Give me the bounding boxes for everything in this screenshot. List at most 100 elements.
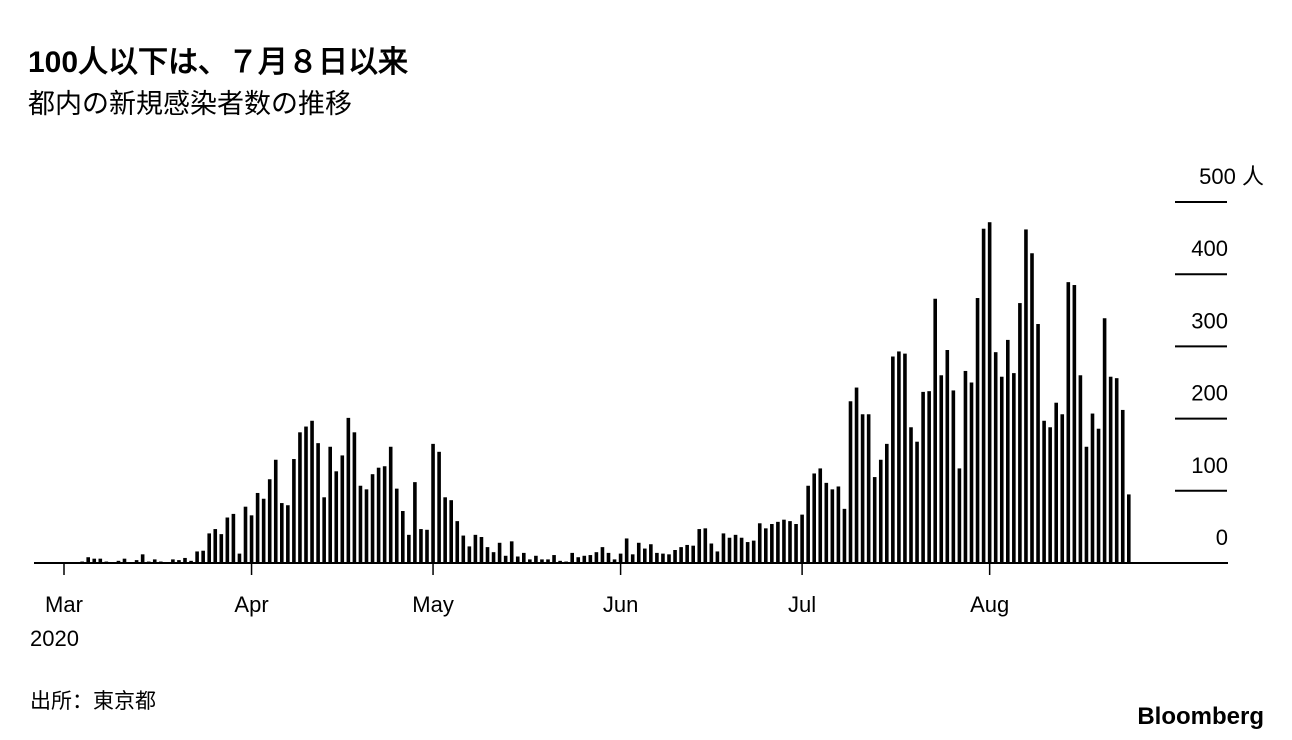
- bar: [624, 538, 629, 563]
- bar: [255, 492, 260, 563]
- bar: [600, 547, 605, 563]
- y-tick-label: 400: [1191, 236, 1228, 261]
- bar: [110, 562, 115, 563]
- bar: [667, 554, 671, 563]
- bar: [909, 427, 913, 563]
- bar: [534, 555, 538, 563]
- bar: [437, 451, 441, 563]
- bar: [286, 505, 290, 563]
- brand: Bloomberg: [1137, 703, 1264, 730]
- bar: [891, 356, 895, 563]
- bar: [558, 560, 562, 563]
- bar: [237, 553, 242, 563]
- bar: [818, 468, 823, 563]
- bar: [703, 528, 708, 563]
- y-tick-label: 200: [1191, 381, 1228, 406]
- bar: [1127, 494, 1131, 563]
- bar: [358, 485, 363, 563]
- bar: [606, 552, 611, 563]
- bar: [183, 557, 187, 563]
- bar: [915, 441, 919, 563]
- bar: [727, 537, 732, 563]
- bar: [643, 548, 647, 563]
- bar: [1018, 303, 1022, 563]
- bar: [479, 537, 484, 563]
- bar: [999, 376, 1004, 563]
- chart-title: 100人以下は、７月８日以来: [28, 46, 408, 79]
- bar: [1006, 339, 1010, 563]
- bar: [509, 541, 514, 563]
- x-tick-label: Jul: [788, 592, 816, 617]
- source: 出所：東京都: [30, 690, 156, 713]
- bar: [1054, 402, 1058, 563]
- bar: [322, 497, 326, 563]
- bar: [134, 560, 139, 563]
- y-tick-label: 0: [1216, 525, 1228, 550]
- bar: [80, 561, 84, 563]
- bar: [576, 557, 581, 563]
- bar: [407, 534, 411, 563]
- bar: [195, 551, 199, 563]
- bar: [709, 543, 714, 563]
- x-tick-label: May: [412, 592, 454, 617]
- bar: [636, 542, 641, 563]
- bar: [878, 459, 883, 563]
- bar: [370, 474, 375, 563]
- bar: [981, 228, 986, 564]
- x-tick-label: Aug: [970, 592, 1009, 617]
- bar: [673, 550, 677, 563]
- bar: [104, 561, 109, 563]
- bar: [249, 515, 254, 563]
- bar: [739, 537, 744, 563]
- bar: [921, 391, 925, 563]
- bar: [515, 556, 520, 563]
- bar: [757, 523, 762, 563]
- bar: [152, 559, 157, 563]
- bar: [975, 298, 980, 563]
- bar: [715, 551, 720, 563]
- bar: [721, 533, 726, 563]
- bar: [582, 555, 587, 563]
- bar: [733, 534, 738, 563]
- bar: [987, 222, 992, 563]
- bar: [431, 443, 435, 563]
- bar: [1090, 413, 1095, 563]
- bar: [697, 529, 702, 563]
- bar: [225, 517, 230, 563]
- bar: [969, 382, 974, 563]
- bar: [273, 459, 278, 563]
- bar: [68, 562, 72, 563]
- bar: [316, 443, 320, 563]
- y-tick-label: 100: [1191, 453, 1228, 478]
- bar: [612, 559, 617, 563]
- bar: [649, 544, 653, 563]
- bar: [885, 443, 889, 563]
- bar: [1066, 282, 1071, 563]
- bar: [1024, 229, 1028, 563]
- bar: [1048, 427, 1052, 563]
- bar: [1102, 318, 1107, 563]
- bar: [951, 390, 956, 563]
- bar: [443, 497, 447, 563]
- bar: [461, 535, 466, 563]
- bar: [963, 370, 968, 563]
- bar: [630, 554, 635, 563]
- bar: [939, 375, 944, 563]
- bar: [1078, 375, 1083, 563]
- bar: [679, 547, 683, 563]
- bar: [394, 488, 399, 563]
- bar: [340, 455, 345, 563]
- bar: [1096, 428, 1101, 563]
- bar: [1030, 253, 1034, 563]
- bar: [564, 561, 568, 563]
- bar: [860, 414, 865, 563]
- bar: [298, 432, 302, 563]
- bar: [842, 508, 847, 563]
- bar: [376, 467, 381, 563]
- bar: [231, 513, 236, 563]
- x-tick-label: Mar: [45, 592, 83, 617]
- bar: [1084, 446, 1089, 563]
- bar: [800, 514, 804, 563]
- bar: [267, 479, 272, 563]
- bar: [1120, 409, 1125, 563]
